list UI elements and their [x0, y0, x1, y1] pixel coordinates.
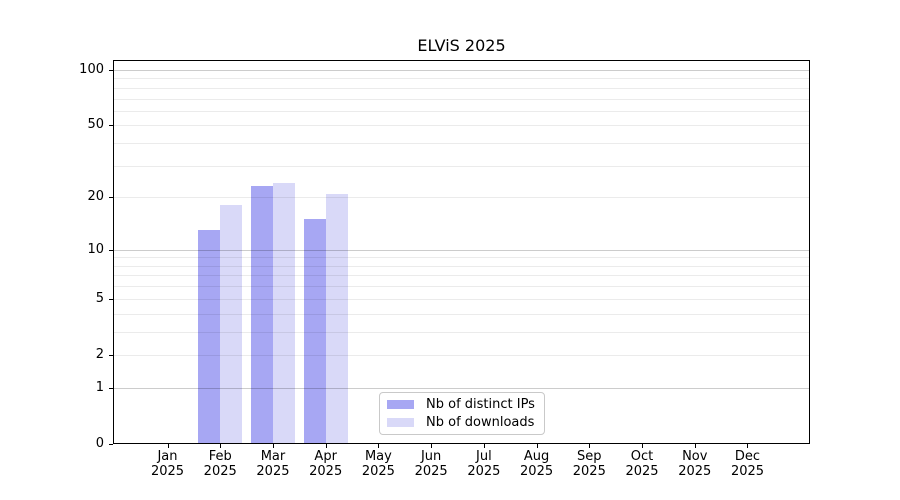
x-tick-label: Nov 2025	[678, 449, 712, 479]
x-tick-label: Oct 2025	[625, 449, 659, 479]
gridline-minor	[114, 197, 809, 199]
x-tick-label: Apr 2025	[309, 449, 343, 479]
legend-item-distinct-ips: Nb of distinct IPs	[387, 397, 544, 412]
x-tick-mark	[536, 444, 538, 448]
legend: Nb of distinct IPs Nb of downloads	[379, 392, 545, 435]
y-tick-label: 1	[95, 379, 104, 395]
y-tick-label: 5	[95, 290, 104, 306]
x-tick-label: Dec 2025	[730, 449, 765, 479]
x-tick-mark	[272, 444, 274, 448]
x-tick-mark	[589, 444, 591, 448]
bar-mar-ips	[250, 186, 273, 443]
bar-mar-downloads	[272, 183, 295, 443]
gridline-minor	[114, 125, 809, 127]
y-tick-label: 100	[79, 62, 104, 77]
x-tick-mark	[694, 444, 696, 448]
plot-area	[113, 60, 810, 444]
bar-apr-ips	[303, 219, 326, 443]
x-tick-label: Aug 2025	[520, 449, 554, 479]
legend-label-downloads: Nb of downloads	[426, 415, 535, 431]
y-tick-label: 50	[87, 117, 104, 133]
y-tick-mark	[109, 70, 113, 71]
y-tick-label: 2	[95, 346, 104, 362]
gridline-major	[114, 70, 809, 71]
x-tick-mark	[167, 444, 169, 448]
gridline-minor	[114, 143, 809, 145]
y-tick-mark	[109, 197, 113, 199]
y-tick-mark	[109, 125, 113, 127]
x-tick-mark	[642, 444, 644, 448]
legend-label-distinct-ips: Nb of distinct IPs	[426, 396, 535, 412]
x-tick-label: Mar 2025	[256, 449, 290, 479]
x-tick-label: May 2025	[361, 449, 395, 479]
x-tick-mark	[431, 444, 433, 448]
gridline-minor	[114, 98, 809, 100]
x-tick-mark	[747, 444, 749, 448]
x-tick-label: Jan 2025	[150, 449, 185, 479]
chart-title: ELViS 2025	[417, 36, 506, 55]
y-tick-label: 0	[95, 436, 104, 451]
x-tick-mark	[378, 444, 380, 448]
gridline-minor	[114, 87, 809, 89]
y-tick-label: 20	[87, 189, 104, 205]
x-tick-label: Jul 2025	[467, 449, 501, 479]
bar-feb-ips	[198, 230, 221, 443]
y-tick-mark	[109, 354, 113, 356]
bar-apr-downloads	[325, 193, 348, 443]
x-tick-mark	[325, 444, 327, 448]
legend-swatch-downloads	[387, 418, 414, 428]
gridline-minor	[114, 165, 809, 167]
y-tick-mark	[109, 387, 113, 389]
legend-item-downloads: Nb of downloads	[387, 415, 544, 430]
bar-feb-downloads	[220, 205, 243, 443]
x-tick-label: Sep 2025	[572, 449, 606, 479]
gridline-minor	[114, 110, 809, 112]
legend-swatch-distinct-ips	[387, 399, 414, 409]
x-tick-mark	[483, 444, 485, 448]
y-tick-label: 10	[87, 241, 104, 257]
y-tick-mark	[109, 249, 113, 251]
y-tick-mark	[109, 298, 113, 300]
gridline-minor	[114, 78, 809, 80]
x-tick-label: Feb 2025	[203, 449, 237, 479]
y-tick-mark	[109, 444, 113, 445]
x-tick-mark	[220, 444, 222, 448]
x-tick-label: Jun 2025	[414, 449, 448, 479]
